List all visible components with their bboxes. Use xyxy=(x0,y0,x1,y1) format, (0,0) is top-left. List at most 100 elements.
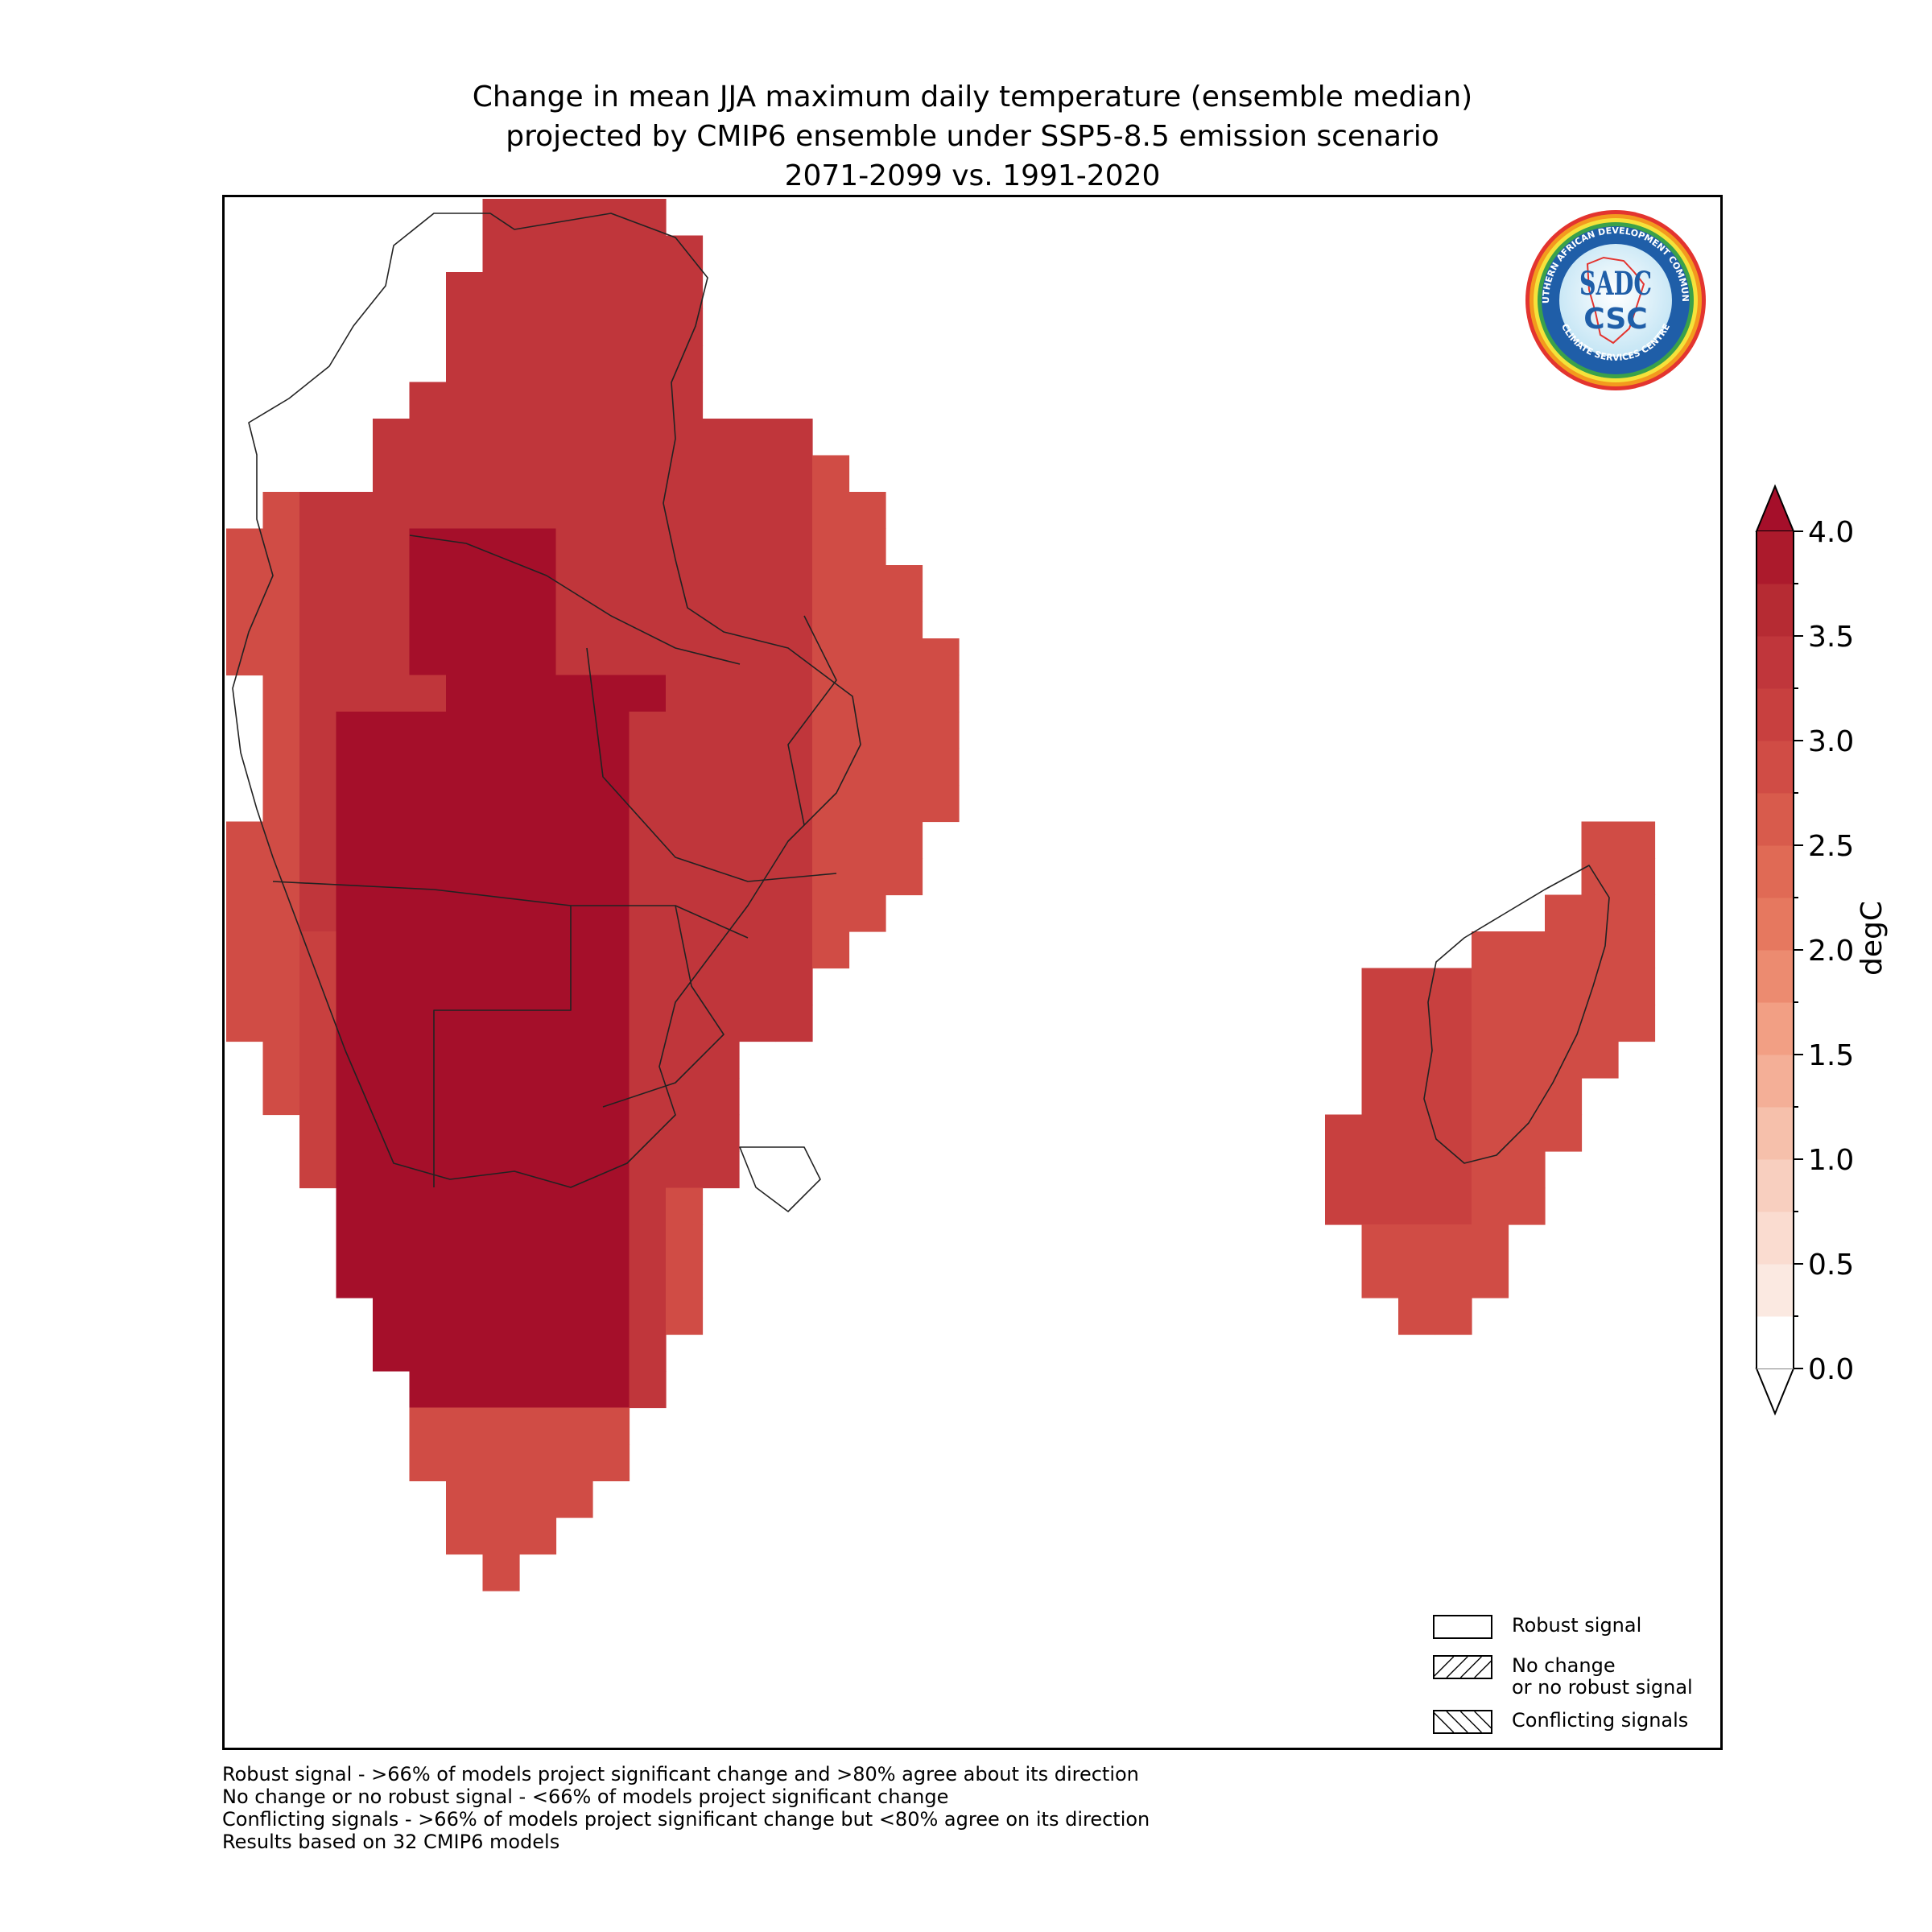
grid-cell xyxy=(775,785,813,823)
grid-cell xyxy=(519,1371,557,1409)
grid-cell xyxy=(555,1224,593,1262)
grid-cell xyxy=(592,675,630,712)
grid-cell xyxy=(1545,931,1583,969)
grid-cell xyxy=(482,1261,520,1298)
country-borders xyxy=(232,213,1610,1212)
colorbar-cell xyxy=(1757,688,1794,741)
grid-cell xyxy=(482,1407,520,1445)
africa-outline-icon xyxy=(1586,256,1645,345)
grid-cell xyxy=(555,748,593,786)
colorbar-tick-label: 3.5 xyxy=(1808,621,1854,654)
grid-cell xyxy=(592,638,630,676)
grid-cell xyxy=(555,492,593,530)
colorbar-cell xyxy=(1757,1159,1794,1212)
grid-cell xyxy=(886,712,923,749)
grid-cell xyxy=(848,821,886,859)
grid-cell xyxy=(555,528,593,566)
grid-cell xyxy=(629,492,667,530)
legend-swatch-robust xyxy=(1433,1615,1492,1639)
grid-cell xyxy=(299,821,337,859)
grid-cell xyxy=(1508,968,1546,1005)
colorbar-cell xyxy=(1757,741,1794,794)
grid-cell xyxy=(1398,1298,1436,1335)
grid-cell xyxy=(336,1005,374,1042)
grid-cell xyxy=(482,345,520,383)
grid-cell xyxy=(1435,1151,1472,1189)
grid-cell xyxy=(555,1078,593,1116)
grid-cell xyxy=(482,858,520,896)
grid-cell xyxy=(555,1151,593,1189)
grid-cell xyxy=(702,565,740,603)
signal-legend: Robust signal No change or no robust sig… xyxy=(1433,1615,1723,1744)
grid-cell xyxy=(739,419,777,456)
colorbar-cell xyxy=(1757,898,1794,951)
colorbar-cells xyxy=(1755,484,1795,1416)
grid-cell xyxy=(1508,1041,1546,1079)
grid-cell xyxy=(666,272,704,310)
grid-cell xyxy=(373,601,411,639)
grid-cell xyxy=(1361,1261,1399,1298)
grid-cell xyxy=(1361,1187,1399,1225)
map-panel xyxy=(222,195,1723,1750)
grid-cell xyxy=(1435,1261,1472,1298)
grid-cell xyxy=(519,785,557,823)
grid-cell xyxy=(555,455,593,493)
grid-cell xyxy=(1545,968,1583,1005)
grid-cell xyxy=(519,968,557,1005)
grid-cell xyxy=(702,492,740,530)
grid-cell xyxy=(482,601,520,639)
grid-cell xyxy=(482,638,520,676)
grid-cell xyxy=(373,1078,411,1116)
grid-cell xyxy=(739,675,777,712)
grid-cell xyxy=(812,748,850,786)
grid-cell xyxy=(812,675,850,712)
grid-cell xyxy=(446,785,484,823)
grid-cell xyxy=(812,455,850,493)
grid-cell xyxy=(299,858,337,896)
grid-cell xyxy=(336,1261,374,1298)
grid-cell xyxy=(409,528,447,566)
grid-cell xyxy=(848,492,886,530)
grid-cell xyxy=(482,785,520,823)
grid-cell xyxy=(299,748,337,786)
grid-cell xyxy=(519,1407,557,1445)
grid-cell xyxy=(886,565,923,603)
grid-cell xyxy=(592,1334,630,1372)
grid-cell xyxy=(373,455,411,493)
grid-cell xyxy=(446,1078,484,1116)
grid-cell xyxy=(482,748,520,786)
grid-cell xyxy=(299,1114,337,1152)
grid-cell xyxy=(299,601,337,639)
grid-cell xyxy=(1472,1114,1509,1152)
temperature-change-map xyxy=(226,199,1656,1591)
grid-cell xyxy=(1361,1224,1399,1262)
colorbar-tick-label: 0.5 xyxy=(1808,1249,1854,1282)
grid-cell xyxy=(592,748,630,786)
grid-cell xyxy=(702,821,740,859)
grid-cell xyxy=(629,785,667,823)
grid-cell xyxy=(702,675,740,712)
grid-cell xyxy=(1398,1261,1436,1298)
grid-cell xyxy=(299,565,337,603)
grid-cell xyxy=(629,968,667,1005)
grid-cell xyxy=(446,894,484,932)
grid-cell xyxy=(1398,1187,1436,1225)
grid-cell xyxy=(482,492,520,530)
grid-cell xyxy=(519,565,557,603)
grid-cell xyxy=(848,601,886,639)
grid-cell xyxy=(555,1187,593,1225)
grid-cell xyxy=(482,199,520,237)
grid-cell xyxy=(446,1041,484,1079)
grid-cell xyxy=(519,858,557,896)
grid-cell xyxy=(555,675,593,712)
grid-cell xyxy=(629,858,667,896)
chart-title: Change in mean JJA maximum daily tempera… xyxy=(222,77,1723,196)
grid-cell xyxy=(409,1224,447,1262)
grid-cell xyxy=(775,894,813,932)
grid-cell xyxy=(446,382,484,419)
grid-cell xyxy=(1618,968,1656,1005)
grid-cell xyxy=(592,1114,630,1152)
grid-cell xyxy=(922,748,960,786)
grid-cell xyxy=(446,1444,484,1482)
grid-cell xyxy=(555,712,593,749)
